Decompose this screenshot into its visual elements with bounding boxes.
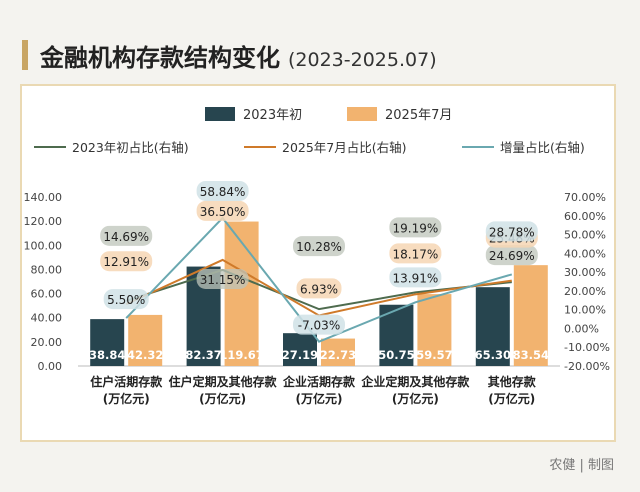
y-right-tick: 20.00% xyxy=(564,285,606,298)
bar-value-label: 38.84 xyxy=(89,348,125,362)
legend-label-line-0: 2023年初占比(右轴) xyxy=(72,140,189,155)
page-subtitle: (2023-2025.07) xyxy=(288,49,437,71)
bar-2023 xyxy=(475,287,510,366)
x-category-label: (万亿元) xyxy=(199,391,246,406)
x-category-label: (万亿元) xyxy=(392,391,439,406)
y-left-tick: 60.00 xyxy=(31,288,63,301)
legend-label-line-2: 增量占比(右轴) xyxy=(500,140,585,155)
line-data-label: 14.69% xyxy=(103,230,149,244)
line-label-pill xyxy=(389,243,442,264)
line-label-pill xyxy=(103,289,149,310)
legend-label-2025: 2025年7月 xyxy=(385,108,452,123)
y-right-tick: 30.00% xyxy=(564,266,606,279)
line-label-pill xyxy=(389,217,442,238)
bar-value-label: 82.37 xyxy=(185,348,221,362)
line-data-label: 24.69% xyxy=(489,249,535,263)
y-right-tick: 70.00% xyxy=(564,191,606,204)
x-category-label: (万亿元) xyxy=(488,391,535,406)
line-label-pill xyxy=(196,200,249,221)
y-left-tick: 140.00 xyxy=(24,191,63,204)
line-data-label: 19.19% xyxy=(393,221,439,235)
title-accent-bar xyxy=(22,40,28,70)
bar-2025 xyxy=(224,221,259,366)
bar-2025 xyxy=(513,265,548,366)
bar-value-label: 65.30 xyxy=(475,348,511,362)
line-label-pill xyxy=(389,267,442,288)
bar-2023 xyxy=(283,333,317,366)
bar-value-label: 22.73 xyxy=(320,348,356,362)
line-label-pill xyxy=(196,268,249,289)
bar-value-label: 83.54 xyxy=(513,348,549,362)
bar-value-label: 59.57 xyxy=(416,348,452,362)
line-label-pill xyxy=(293,314,345,335)
y-left-tick: 40.00 xyxy=(31,312,63,325)
y-right-tick: 60.00% xyxy=(564,210,606,223)
y-right-tick: -20.00% xyxy=(564,360,610,373)
credit-text: 农健 | 制图 xyxy=(549,458,614,473)
bar-value-label: 119.67 xyxy=(219,348,263,362)
y-right-tick: 40.00% xyxy=(564,247,606,260)
y-left-tick: 20.00 xyxy=(31,336,63,349)
line-data-label: -7.03% xyxy=(298,319,340,333)
line-series-2 xyxy=(125,216,513,343)
y-left-tick: 80.00 xyxy=(31,263,63,276)
chart-panel: 2023年初 2025年7月 2023年初占比(右轴) 2025年7月占比(右轴) 增量… xyxy=(20,84,616,442)
line-data-label: 31.15% xyxy=(200,273,246,287)
line-label-pill xyxy=(296,278,342,299)
legend-label-line-1: 2025年7月占比(右轴) xyxy=(282,140,407,155)
y-right-tick: -10.00% xyxy=(564,341,610,354)
y-left-tick: 120.00 xyxy=(24,215,63,228)
x-category-label: 住户活期存款 xyxy=(90,374,163,389)
line-data-label: 10.28% xyxy=(296,240,342,254)
line-data-label: 13.91% xyxy=(393,271,439,285)
line-data-label: 12.91% xyxy=(103,255,149,269)
x-category-label: 企业活期存款 xyxy=(282,374,356,389)
y-left-tick: 0.00 xyxy=(38,360,63,373)
line-data-label: 28.78% xyxy=(489,225,535,239)
line-data-label: 5.50% xyxy=(107,293,145,307)
y-right-tick: 10.00% xyxy=(564,304,606,317)
line-data-label: 6.93% xyxy=(300,282,338,296)
line-label-pill xyxy=(485,221,538,242)
page-title: 金融机构存款结构变化 (2023-2025.07) xyxy=(40,44,437,72)
line-label-pill xyxy=(485,245,538,266)
bar-value-label: 27.19 xyxy=(282,348,318,362)
line-label-pill xyxy=(293,236,345,257)
bar-value-label: 42.32 xyxy=(127,348,163,362)
x-category-label: (万亿元) xyxy=(296,391,343,406)
line-label-pill xyxy=(100,251,153,272)
bar-2025 xyxy=(417,294,452,366)
legend-swatch-2023 xyxy=(205,107,235,121)
line-label-pill xyxy=(100,225,153,246)
bar-value-label: 50.75 xyxy=(378,348,414,362)
x-category-label: (万亿元) xyxy=(103,391,150,406)
legend-swatch-2025 xyxy=(347,107,377,121)
line-data-label: 18.17% xyxy=(393,247,439,261)
x-category-label: 其他存款 xyxy=(488,374,537,389)
bar-2023 xyxy=(90,319,125,366)
line-data-label: 36.50% xyxy=(200,205,246,219)
bar-2025 xyxy=(128,314,163,366)
y-right-tick: 50.00% xyxy=(564,229,606,242)
y-right-tick: 0.00% xyxy=(564,322,599,335)
y-left-tick: 100.00 xyxy=(24,239,63,252)
legend-label-2023: 2023年初 xyxy=(243,108,302,123)
x-category-label: 住户定期及其他存款 xyxy=(169,374,278,389)
line-label-pill xyxy=(196,180,249,201)
bar-2025 xyxy=(321,338,355,366)
x-category-label: 企业定期及其他存款 xyxy=(360,374,470,389)
line-data-label: 58.84% xyxy=(200,185,246,199)
chart-svg: 2023年初 2025年7月 2023年初占比(右轴) 2025年7月占比(右轴) 增量… xyxy=(24,107,610,406)
